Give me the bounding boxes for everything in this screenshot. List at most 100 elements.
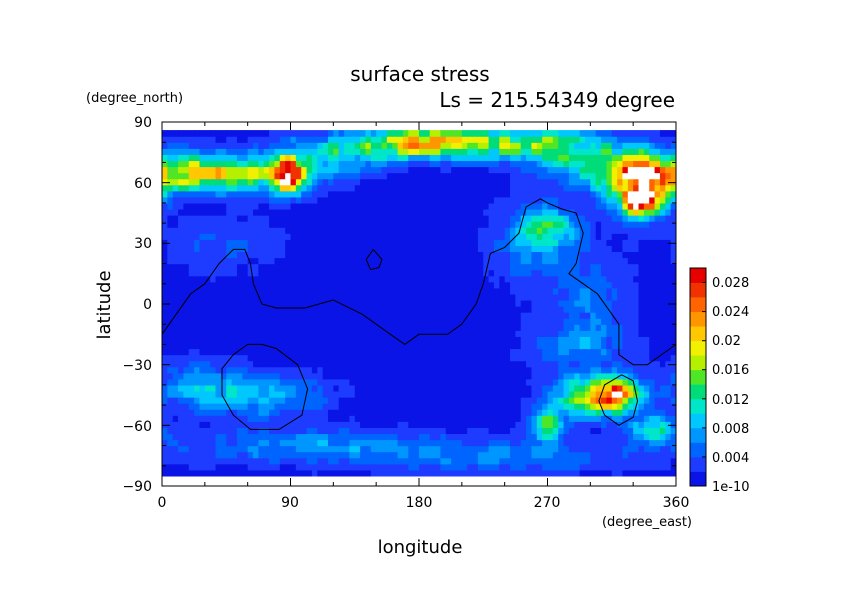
heatmap-cell: [386, 469, 393, 477]
heatmap-cell: [220, 469, 227, 477]
heatmap-cell: [263, 439, 270, 447]
heatmap-cell: [429, 372, 436, 380]
heatmap-cell: [226, 166, 233, 174]
heatmap-cell: [440, 390, 447, 398]
heatmap-cell: [360, 415, 367, 422]
heatmap-cell: [419, 215, 425, 222]
heatmap-cell: [311, 221, 318, 228]
heatmap-cell: [344, 172, 350, 180]
heatmap-cell: [194, 239, 201, 246]
heatmap-cell: [215, 403, 222, 410]
heatmap-cell: [477, 330, 484, 337]
heatmap-cell: [627, 403, 634, 410]
heatmap-cell: [236, 306, 243, 313]
heatmap-cell: [461, 354, 468, 362]
heatmap-cell: [370, 439, 377, 447]
heatmap-cell: [381, 324, 388, 331]
heatmap-cell: [381, 215, 388, 222]
heatmap-cell: [429, 409, 436, 416]
heatmap-cell: [386, 293, 393, 301]
heatmap-cell: [488, 221, 495, 228]
heatmap-cell: [536, 415, 543, 422]
heatmap-cell: [333, 457, 340, 465]
heatmap-cell: [510, 397, 516, 404]
heatmap-cell: [424, 451, 431, 459]
heatmap-cell: [349, 269, 356, 277]
heatmap-cell: [333, 178, 340, 186]
heatmap-cell: [520, 281, 527, 289]
heatmap-cell: [402, 269, 409, 277]
heatmap-cell: [627, 342, 634, 350]
heatmap-cell: [301, 202, 308, 210]
heatmap-cell: [386, 166, 393, 174]
heatmap-cell: [269, 251, 276, 259]
heatmap-cell: [167, 451, 174, 459]
heatmap-cell: [419, 433, 425, 441]
heatmap-cell: [274, 469, 281, 477]
heatmap-cell: [349, 342, 356, 350]
heatmap-cell: [419, 451, 425, 459]
heatmap-cell: [440, 415, 447, 422]
heatmap-cell: [451, 415, 458, 422]
heatmap-cell: [392, 330, 399, 337]
heatmap-cell: [178, 160, 185, 168]
heatmap-cell: [617, 433, 624, 441]
heatmap-cell: [413, 227, 420, 234]
heatmap-cell: [226, 469, 233, 477]
heatmap-cell: [376, 215, 383, 222]
heatmap-cell: [338, 281, 345, 289]
heatmap-cell: [376, 190, 383, 198]
heatmap-cell: [236, 166, 243, 174]
heatmap-cell: [435, 463, 442, 471]
heatmap-cell: [236, 451, 243, 459]
heatmap-cell: [526, 257, 533, 265]
heatmap-cell: [670, 348, 676, 356]
heatmap-cell: [445, 336, 452, 344]
heatmap-cell: [236, 330, 243, 337]
heatmap-cell: [413, 336, 420, 344]
heatmap-cell: [451, 215, 458, 222]
heatmap-cell: [338, 184, 345, 192]
heatmap-cell: [354, 330, 361, 337]
heatmap-cell: [611, 281, 618, 289]
heatmap-cell: [440, 384, 447, 392]
heatmap-cell: [183, 469, 190, 477]
heatmap-cell: [461, 397, 468, 404]
heatmap-cell: [285, 166, 292, 174]
heatmap-cell: [659, 324, 666, 331]
heatmap-cell: [333, 378, 340, 386]
heatmap-cell: [269, 409, 276, 416]
heatmap-cell: [194, 366, 201, 374]
heatmap-cell: [204, 469, 211, 477]
heatmap-cell: [659, 275, 666, 283]
heatmap-cell: [435, 397, 442, 404]
heatmap-cell: [552, 324, 559, 331]
heatmap-cell: [601, 263, 607, 271]
heatmap-cell: [344, 409, 350, 416]
heatmap-cell: [547, 360, 554, 368]
heatmap-cell: [162, 421, 168, 428]
heatmap-cell: [295, 269, 302, 277]
heatmap-cell: [327, 445, 334, 453]
heatmap-cell: [231, 421, 238, 428]
heatmap-cell: [451, 299, 458, 307]
heatmap-cell: [563, 409, 570, 416]
heatmap-cell: [643, 348, 650, 356]
heatmap-cell: [178, 257, 185, 265]
heatmap-cell: [172, 342, 179, 350]
heatmap-cell: [354, 366, 361, 374]
heatmap-cell: [408, 190, 415, 198]
heatmap-cell: [456, 397, 463, 404]
heatmap-cell: [536, 330, 543, 337]
heatmap-cell: [365, 330, 372, 337]
heatmap-cell: [499, 318, 506, 325]
heatmap-cell: [531, 384, 538, 392]
heatmap-cell: [547, 208, 554, 216]
heatmap-cell: [392, 257, 399, 265]
heatmap-cell: [210, 208, 217, 216]
heatmap-cell: [295, 366, 302, 374]
heatmap-cell: [397, 336, 404, 344]
heatmap-cell: [215, 354, 222, 362]
heatmap-cell: [236, 342, 243, 350]
heatmap-cell: [194, 208, 201, 216]
